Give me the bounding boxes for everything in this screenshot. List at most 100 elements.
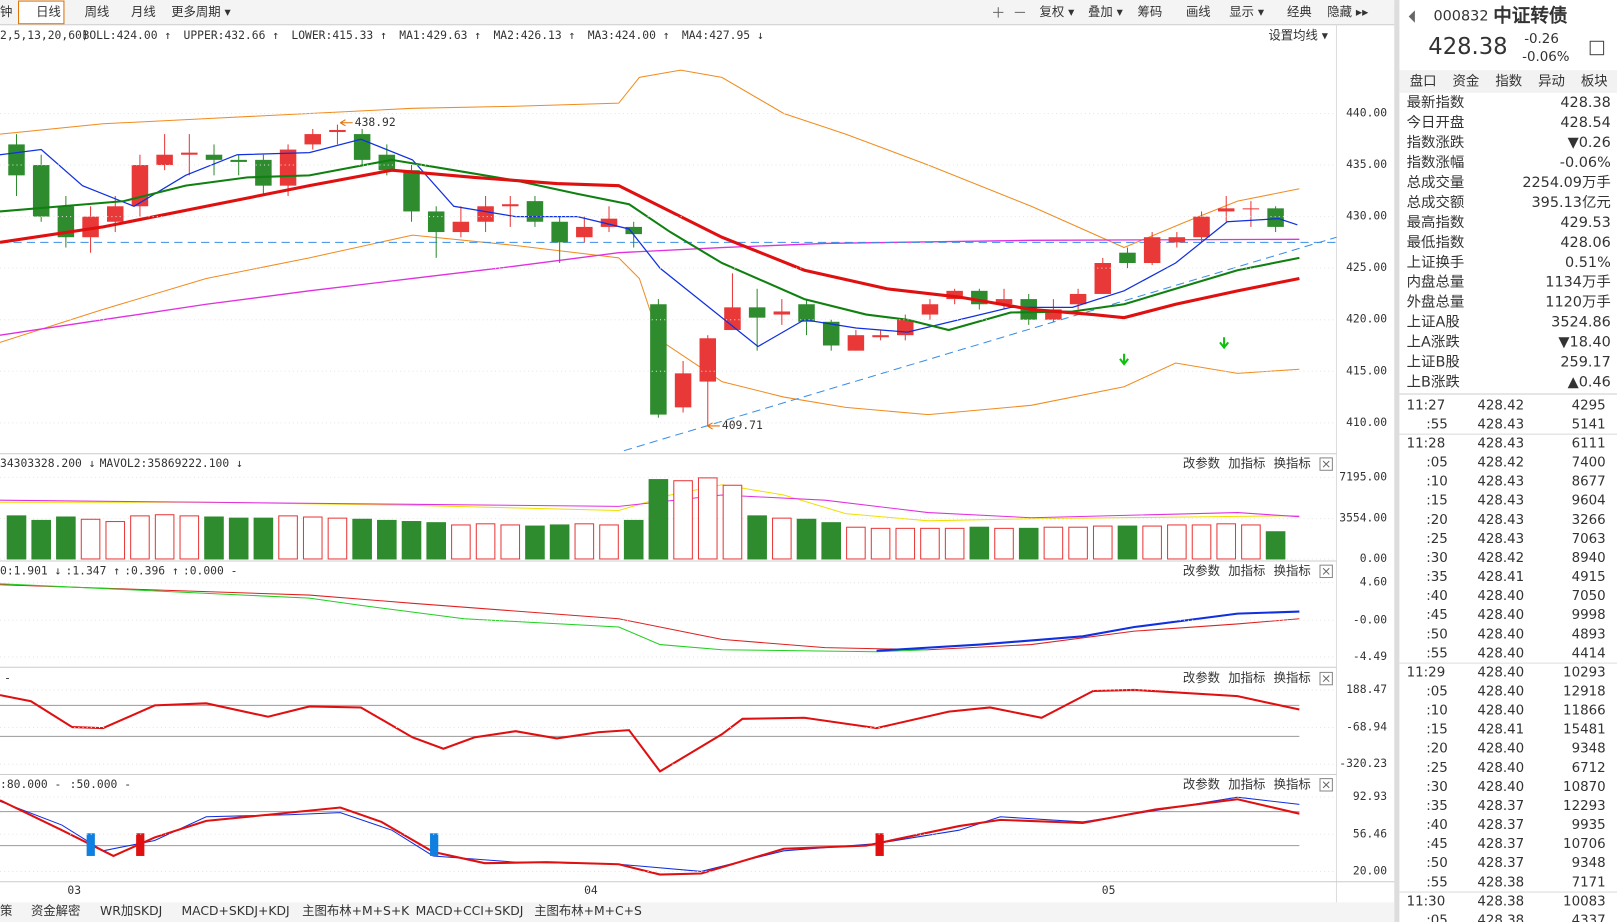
panel-tab[interactable]: 指数	[1495, 74, 1522, 90]
bottom-tab[interactable]: 主图布林+M+S+K	[302, 904, 410, 918]
bottom-tab[interactable]: 主图布林+M+C+S	[534, 904, 642, 918]
period-tab[interactable]: 更多周期 ▾	[171, 5, 231, 19]
candle-body	[798, 304, 815, 322]
info-label: 上证A股	[1407, 314, 1460, 331]
panel-button[interactable]: 加指标	[1228, 456, 1265, 471]
panel-button[interactable]: 加指标	[1228, 776, 1265, 791]
volume-bar	[549, 524, 570, 560]
tab-bar	[1399, 70, 1617, 93]
panel-button[interactable]: 加指标	[1228, 670, 1265, 685]
indicator-value: 34303328.200 ↓	[0, 456, 95, 470]
trade-price: 428.40	[1477, 742, 1524, 757]
bottom-tab[interactable]: WR加SKDJ	[100, 904, 162, 918]
y-tick-label: -68.94	[1346, 720, 1387, 734]
trade-time: :50	[1426, 627, 1448, 642]
date-label: 04	[584, 883, 598, 897]
trade-time: :45	[1426, 608, 1448, 623]
tool-button[interactable]: 画线	[1186, 5, 1211, 19]
period-tab[interactable]: 周线	[85, 5, 110, 19]
panel-button[interactable]: 换指标	[1274, 456, 1311, 471]
panel-tab[interactable]: 异动	[1538, 74, 1565, 90]
candle-body	[403, 170, 420, 212]
bottom-tab[interactable]: MACD+SKDJ+KDJ	[182, 904, 290, 918]
info-value: ▼18.40	[1558, 335, 1610, 351]
volume-bar	[994, 527, 1014, 560]
panel-button[interactable]: 加指标	[1228, 563, 1265, 578]
candle-body	[378, 154, 396, 171]
info-value: 428.06	[1560, 235, 1610, 251]
candle-body	[822, 321, 840, 346]
kdj-marker	[136, 833, 145, 856]
panel-button[interactable]: 改参数	[1183, 776, 1220, 791]
change: -0.26	[1524, 32, 1559, 47]
period-tab[interactable]: 月线	[131, 5, 156, 19]
main-lines	[0, 69, 1337, 452]
trade-time: :20	[1426, 742, 1448, 757]
trade-price: 428.37	[1477, 856, 1524, 871]
volume-bar	[969, 526, 990, 560]
kdj-marker	[875, 833, 884, 856]
trade-price: 428.43	[1477, 417, 1524, 432]
info-value: 428.38	[1560, 95, 1610, 111]
candle-body	[304, 134, 322, 145]
trade-price: 428.40	[1477, 608, 1524, 623]
tool-button[interactable]: 经典	[1287, 5, 1312, 19]
tool-button[interactable]: 显示 ▾	[1229, 5, 1265, 19]
volume-bar	[377, 519, 397, 560]
panel-tab[interactable]: 板块	[1581, 74, 1608, 90]
close-icon	[1322, 460, 1330, 468]
high-label: 438.92	[355, 115, 396, 129]
panel-button[interactable]: 改参数	[1183, 456, 1220, 471]
trade-time: :20	[1426, 513, 1448, 528]
settings[interactable]: 设置均线 ▾	[1268, 29, 1328, 43]
y-tick-label: 56.46	[1353, 826, 1387, 840]
trade-volume: 12918	[1563, 684, 1606, 699]
volume-bar	[1043, 526, 1064, 560]
panel-tab[interactable]: 盘口	[1410, 73, 1437, 90]
volume-bar	[500, 524, 521, 560]
info-value: 428.54	[1560, 115, 1610, 131]
trade-time: :10	[1426, 475, 1448, 490]
trade-volume: 15481	[1563, 723, 1606, 738]
trade-volume: 6111	[1572, 436, 1606, 451]
tool-button[interactable]: 隐藏 ▸▸	[1327, 5, 1369, 19]
nav-arrows[interactable]	[1408, 10, 1415, 23]
volume-bar	[821, 522, 842, 560]
trade-price: 428.42	[1477, 551, 1524, 566]
indicator-value: :1.347 ↑	[66, 563, 121, 577]
panel-button[interactable]: 换指标	[1274, 776, 1311, 791]
bottom-tab[interactable]: MACD+CCI+SKDJ	[416, 904, 524, 918]
tool-icons[interactable]	[993, 7, 1026, 18]
trade-price: 428.40	[1477, 646, 1524, 661]
panel-button[interactable]: 换指标	[1274, 563, 1311, 578]
trade-time: :05	[1426, 456, 1448, 471]
trade-volume: 4915	[1572, 570, 1606, 585]
close-icon	[1322, 675, 1330, 683]
tool-button[interactable]: 复权 ▾	[1040, 5, 1076, 19]
panel-button[interactable]: 改参数	[1183, 563, 1220, 578]
volume-bar	[278, 515, 298, 560]
indicator-value: 0:1.901 ↓	[0, 563, 61, 577]
tab-active[interactable]	[18, 0, 65, 25]
info-label: 上B涨跌	[1407, 374, 1460, 391]
indicator-value: MA3:424.00 ↑	[588, 28, 670, 42]
tool-button[interactable]: 筹码	[1137, 4, 1162, 19]
bottom-tab[interactable]: 策	[0, 903, 12, 918]
info-value: ▼0.26	[1568, 135, 1611, 151]
y-tick-label: 4.60	[1360, 575, 1387, 589]
candle-body	[1069, 293, 1087, 305]
trade-time: :35	[1426, 799, 1448, 814]
period-tab[interactable]: 钟	[0, 4, 12, 19]
panel-button[interactable]: 改参数	[1183, 670, 1220, 685]
splitter[interactable]	[1394, 0, 1400, 922]
panel-tab[interactable]: 资金	[1453, 74, 1480, 90]
bottom-tab[interactable]: 资金解密	[31, 903, 80, 918]
panel-button[interactable]: 换指标	[1274, 670, 1311, 685]
volume-bar	[920, 527, 940, 560]
box-icon[interactable]	[1589, 40, 1605, 56]
trade-price: 428.40	[1477, 780, 1524, 795]
vol-ma2	[0, 494, 1300, 519]
tool-button[interactable]: 叠加 ▾	[1088, 5, 1124, 19]
period-tab[interactable]: 日线	[36, 5, 61, 19]
